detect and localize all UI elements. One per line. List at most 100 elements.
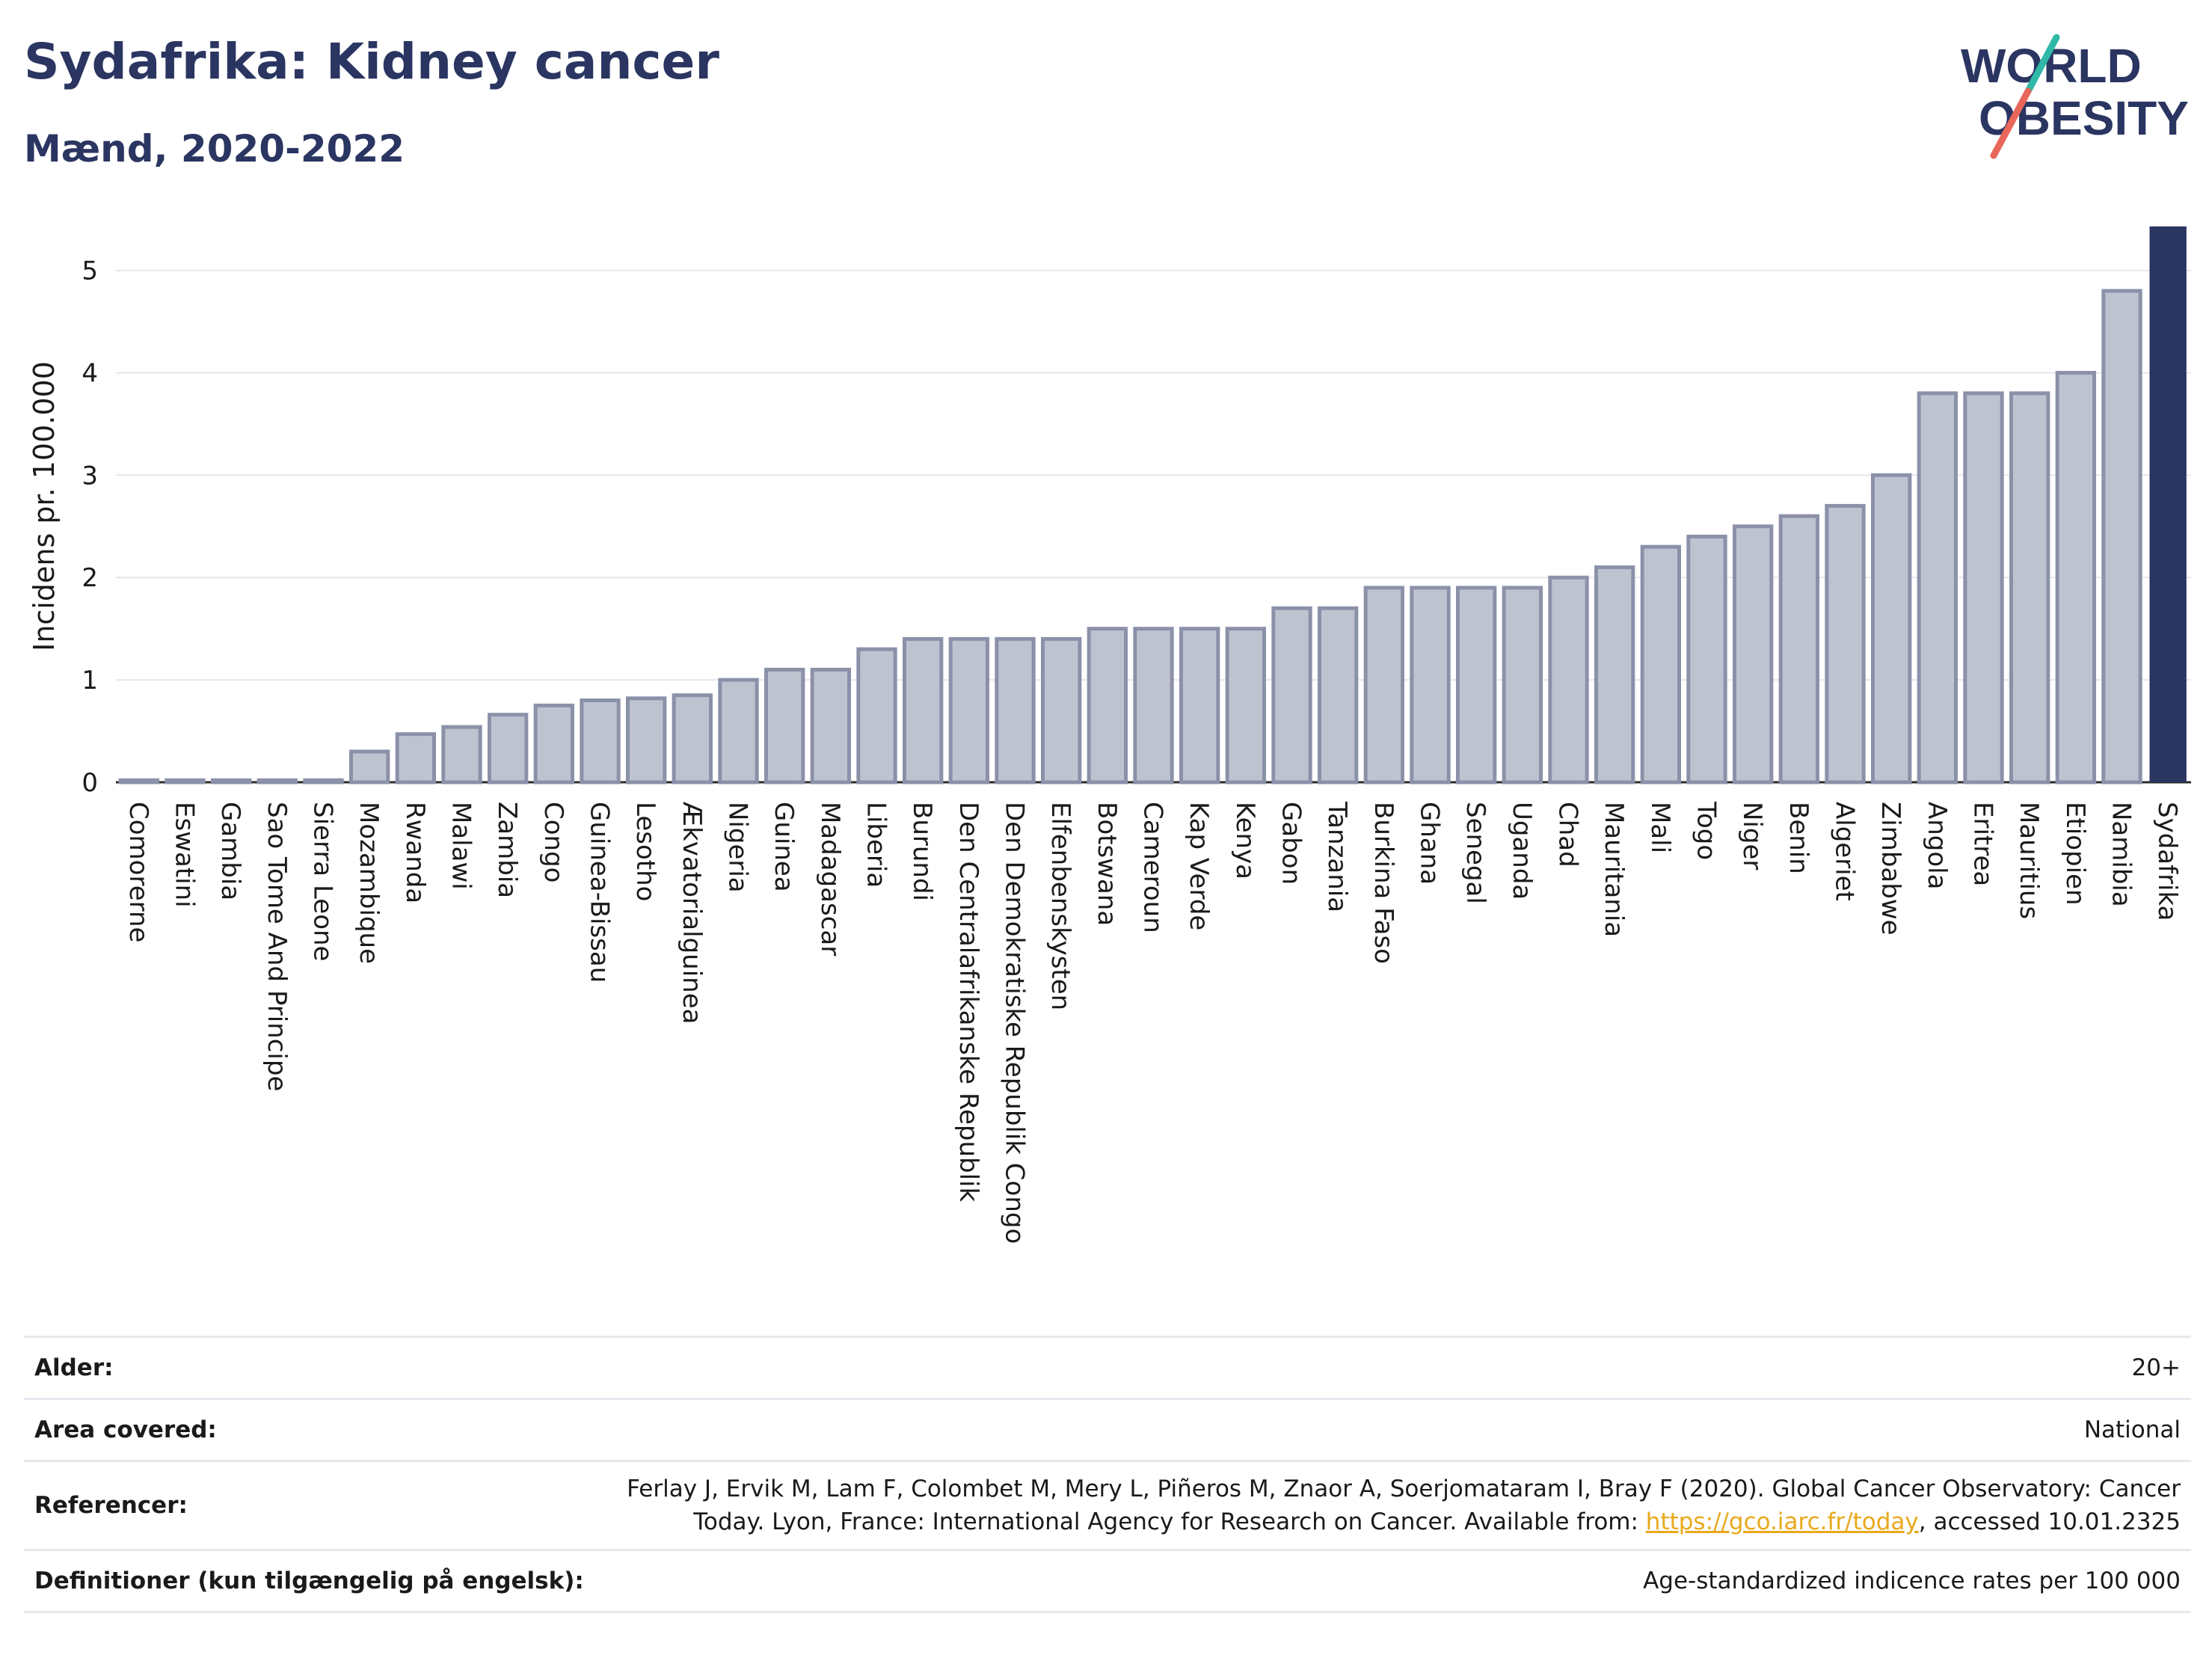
bar	[1410, 586, 1451, 784]
bar	[856, 647, 897, 784]
x-tick-label: Ghana	[1415, 802, 1445, 885]
x-tick-label: Elfenbenskysten	[1045, 802, 1075, 1010]
x-tick-label: Niger	[1737, 802, 1767, 870]
bar	[349, 749, 390, 784]
x-tick-label: Botswana	[1092, 802, 1122, 926]
y-tick-label: 3	[82, 461, 98, 491]
bar	[1087, 627, 1128, 784]
info-table: Alder: 20+ Area covered: National Refere…	[24, 1336, 2191, 1613]
bar	[165, 778, 206, 784]
bars	[118, 226, 2187, 784]
x-tick-label: Algeriet	[1830, 802, 1860, 901]
info-value-references: Ferlay J, Ervik M, Lam F, Colombet M, Me…	[600, 1461, 2191, 1550]
x-tick-label: Etiopien	[2060, 802, 2090, 906]
x-tick-label: Mozambique	[354, 802, 384, 964]
info-label-references: Referencer:	[34, 1492, 188, 1519]
bar	[1548, 575, 1589, 784]
x-tick-label: Eritrea	[1968, 802, 1998, 886]
bar	[1917, 391, 1958, 784]
bar	[1871, 473, 1912, 784]
x-tick-label: Kenya	[1230, 802, 1260, 879]
bar	[441, 725, 482, 784]
info-value-alder: 20+	[2131, 1354, 2181, 1381]
bar	[1456, 586, 1497, 784]
world-obesity-logo: WORLD OBESITY	[1961, 34, 2189, 159]
bar	[1778, 514, 1820, 784]
x-tick-label: Burundi	[907, 802, 937, 901]
x-tick-label: Liberia	[861, 802, 891, 888]
bar	[488, 713, 529, 784]
x-tick-label: Namibia	[2107, 802, 2136, 907]
bar	[1502, 586, 1543, 784]
reference-text-1: Ferlay J, Ervik M, Lam F, Colombet M, Me…	[627, 1476, 2181, 1502]
bar	[1963, 391, 2004, 784]
y-tick-label: 0	[82, 768, 98, 798]
x-tick-label: Eswatini	[170, 802, 200, 908]
bar	[211, 778, 252, 784]
x-tick-label: Sydafrika	[2152, 802, 2182, 921]
x-tick-label: Angola	[1922, 802, 1952, 889]
bar	[810, 667, 851, 784]
x-tick-label: Mali	[1645, 802, 1675, 853]
bar	[1318, 606, 1359, 784]
y-axis-label: Incidens pr. 100.000	[28, 361, 61, 651]
x-tick-label: Gambia	[215, 802, 245, 900]
x-tick-label: Togo	[1692, 801, 1721, 860]
bar-chart: 0 1 2 3 4 5 Comorerne Eswatini Gambia Sao Tome A…	[28, 226, 2191, 1244]
info-value-definitions: Age-standardized indicence rates per 100…	[1643, 1568, 2181, 1594]
bar	[1825, 503, 1866, 784]
bar	[1271, 606, 1312, 784]
x-tick-label: Malawi	[446, 802, 476, 890]
bar	[580, 698, 621, 784]
bar	[995, 636, 1036, 784]
bar	[395, 732, 437, 784]
bar	[2149, 226, 2187, 782]
x-tick-label: Sao Tome And Principe	[262, 802, 292, 1091]
x-tick-label: Den Demokratiske Republik Congo	[1000, 802, 1030, 1244]
y-tick-labels: 0 1 2 3 4 5	[82, 257, 98, 798]
reference-link[interactable]: https://gco.iarc.fr/today	[1645, 1508, 1919, 1535]
bar	[1686, 534, 1727, 784]
x-tick-label: Comorerne	[123, 802, 153, 942]
x-tick-label: Zimbabwe	[1875, 802, 1905, 936]
bar	[1640, 544, 1682, 784]
bar	[1133, 627, 1174, 784]
y-tick-label: 1	[82, 666, 98, 696]
x-tick-label: Tanzania	[1322, 801, 1352, 912]
bar	[2009, 391, 2050, 784]
x-tick-label: Burkina Faso	[1368, 802, 1398, 964]
x-tick-labels: Comorerne Eswatini Gambia Sao Tome And Prin…	[123, 801, 2182, 1244]
x-tick-label: Congo	[538, 802, 568, 882]
x-tick-label: Guinea-Bissau	[585, 802, 615, 983]
x-tick-label: Uganda	[1507, 802, 1537, 900]
info-row-definitions: Definitioner (kun tilgængelig på engelsk…	[24, 1550, 2191, 1612]
x-tick-label: Cameroun	[1138, 802, 1168, 933]
x-tick-label: Lesotho	[630, 802, 660, 901]
x-tick-label: Den Centralafrikanske Republik	[953, 802, 983, 1202]
bar	[1225, 627, 1266, 784]
info-row-alder: Alder: 20+	[24, 1336, 2191, 1399]
x-tick-label: Guinea	[769, 802, 799, 892]
page-title: Sydafrika: Kidney cancer	[24, 33, 719, 90]
bar	[1041, 636, 1082, 784]
x-tick-label: Mauritania	[1599, 802, 1629, 937]
bar	[672, 693, 713, 784]
bar	[1594, 565, 1635, 784]
bar	[948, 636, 989, 784]
x-tick-label: Ækvatorialguinea	[677, 802, 707, 1024]
y-tick-label: 5	[82, 257, 98, 286]
info-label-area: Area covered:	[34, 1416, 217, 1443]
x-tick-label: Benin	[1784, 802, 1813, 874]
bar	[626, 696, 667, 784]
reference-text-3: , accessed 10.01.2325	[1918, 1508, 2181, 1535]
x-tick-label: Nigeria	[723, 802, 753, 893]
x-tick-label: Senegal	[1460, 802, 1490, 904]
info-row-references: Referencer: Ferlay J, Ervik M, Lam F, Co…	[24, 1461, 2191, 1550]
bar	[2055, 370, 2097, 784]
x-tick-label: Chad	[1553, 802, 1583, 868]
x-tick-label: Zambia	[492, 802, 522, 898]
bar	[1179, 627, 1220, 784]
x-tick-label: Madagascar	[815, 802, 845, 956]
info-value-area: National	[2083, 1416, 2181, 1443]
info-row-area: Area covered: National	[24, 1398, 2191, 1461]
